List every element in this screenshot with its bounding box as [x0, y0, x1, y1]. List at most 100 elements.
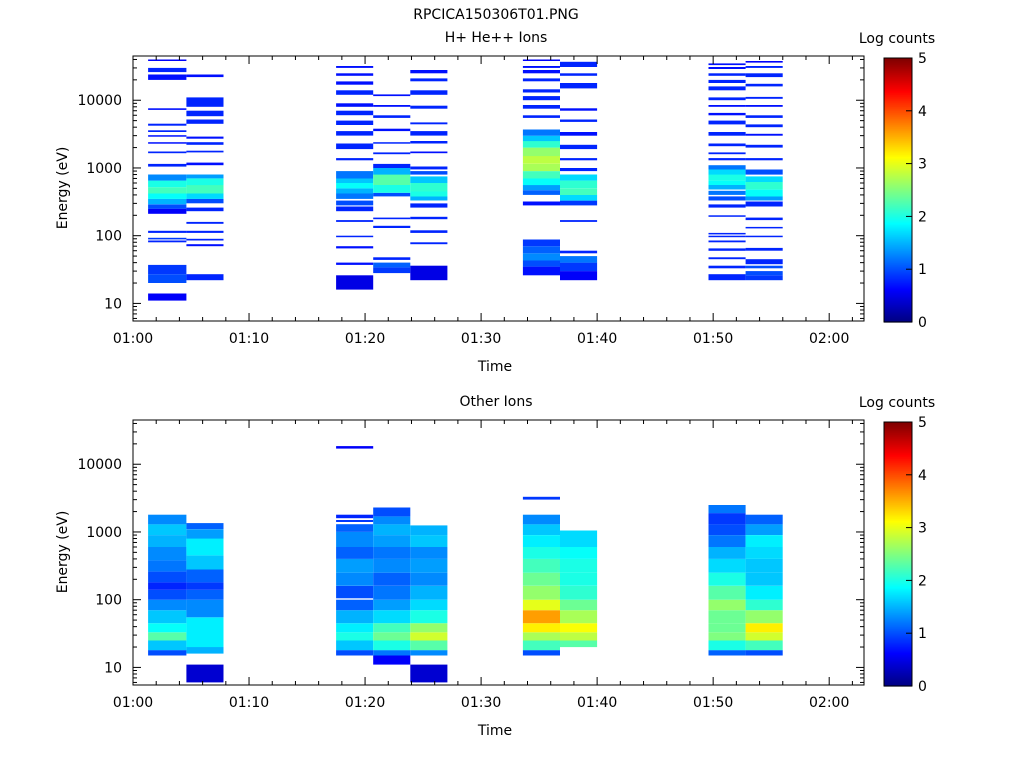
x-tick-label: 01:50 [693, 695, 733, 711]
colorbar-segment [884, 492, 912, 495]
y-tick-label: 10 [104, 660, 122, 676]
colorbar-segment [884, 578, 912, 581]
heatmap-cell [148, 135, 187, 137]
heatmap-cell [708, 158, 746, 161]
colorbar-tick-label: 5 [918, 415, 927, 431]
x-tick-label: 02:00 [809, 331, 849, 347]
heatmap-cell [708, 86, 746, 91]
colorbar-segment [884, 222, 912, 225]
heatmap-cell [560, 632, 598, 641]
heatmap-cell [522, 266, 560, 276]
heatmap-cell [708, 257, 746, 260]
colorbar-segment [884, 564, 912, 567]
colorbar-tick-label: 4 [918, 468, 927, 484]
heatmap-cell [148, 640, 187, 651]
colorbar-segment [884, 452, 912, 455]
heatmap-cell [522, 96, 560, 101]
colorbar-segment [884, 104, 912, 107]
colorbar-segment [884, 576, 912, 579]
heatmap-cell [336, 599, 374, 611]
heatmap-cell [560, 599, 598, 611]
heatmap-cell [522, 201, 560, 206]
colorbar-segment [884, 562, 912, 565]
heatmap-cell [186, 174, 224, 179]
colorbar-segment [884, 216, 912, 219]
heatmap-cell [336, 520, 374, 522]
heatmap-cell [148, 230, 187, 233]
colorbar-segment [884, 470, 912, 473]
heatmap-cell [745, 66, 783, 68]
heatmap-cell [745, 189, 783, 197]
heatmap-cell [708, 105, 746, 107]
colorbar-segment [884, 182, 912, 185]
colorbar-segment [884, 166, 912, 169]
heatmap-cell [560, 200, 598, 206]
colorbar-segment [884, 600, 912, 603]
colorbar-segment [884, 184, 912, 187]
heatmap-cell [336, 275, 374, 290]
heatmap-cell [522, 190, 560, 195]
heatmap-cell [708, 180, 746, 185]
colorbar-segment [884, 202, 912, 205]
colorbar-segment [884, 228, 912, 231]
heatmap-cell [745, 73, 783, 78]
heatmap-cell [373, 524, 411, 535]
colorbar-segment [884, 110, 912, 113]
colorbar-segment [884, 250, 912, 253]
colorbar-segment [884, 444, 912, 447]
colorbar-segment [884, 472, 912, 475]
heatmap-cell [336, 90, 374, 95]
colorbar-segment [884, 624, 912, 627]
heatmap-cell [186, 74, 224, 78]
colorbar-segment [884, 138, 912, 141]
x-tick-label: 01:00 [113, 695, 153, 711]
colorbar-segment [884, 144, 912, 147]
colorbar-segment [884, 442, 912, 445]
x-tick-label: 01:40 [577, 331, 617, 347]
colorbar-segment [884, 306, 912, 309]
colorbar-segment [884, 602, 912, 605]
heatmap-cell [148, 623, 187, 633]
colorbar-segment [884, 66, 912, 69]
y-axis-label: Energy (eV) [55, 147, 71, 230]
heatmap-cell [745, 144, 783, 148]
colorbar-segment [884, 634, 912, 637]
colorbar-segment [884, 606, 912, 609]
colorbar-segment [884, 482, 912, 485]
heatmap-cell [745, 650, 783, 656]
colorbar-segment [884, 148, 912, 151]
heatmap-cell [410, 78, 448, 82]
heatmap-cell [410, 216, 448, 220]
colorbar-segment [884, 672, 912, 675]
heatmap-cell [186, 274, 224, 281]
colorbar-ticks: 0 1 2 3 4 5 [906, 415, 927, 695]
heatmap-cell [708, 190, 746, 195]
colorbar-segment [884, 556, 912, 559]
heatmap-cell [708, 185, 746, 190]
heatmap-cell [148, 524, 187, 535]
colorbar-segment [884, 288, 912, 291]
heatmap-cell [745, 182, 783, 190]
colorbar-segment [884, 270, 912, 273]
heatmap-cell [745, 632, 783, 641]
heatmap-cell [336, 524, 374, 532]
heatmap-cell [373, 185, 411, 193]
colorbar-segment [884, 560, 912, 563]
heatmap-cell [522, 89, 560, 93]
heatmap-cell [336, 514, 374, 519]
x-tick-label: 01:50 [693, 331, 733, 347]
colorbar-segment [884, 316, 912, 319]
heatmap-cell [336, 131, 374, 136]
colorbar-segment [884, 92, 912, 95]
heatmap-cell [745, 124, 783, 128]
colorbar-segment [884, 86, 912, 89]
heatmap-cell [336, 66, 374, 68]
colorbar-segment [884, 200, 912, 203]
heatmap-cell [336, 103, 374, 107]
heatmap-cell [745, 610, 783, 624]
heatmap-cell [745, 176, 783, 182]
colorbar-segment [884, 300, 912, 303]
colorbar-segment [884, 94, 912, 97]
colorbar-segment [884, 518, 912, 521]
colorbar-segment [884, 458, 912, 461]
